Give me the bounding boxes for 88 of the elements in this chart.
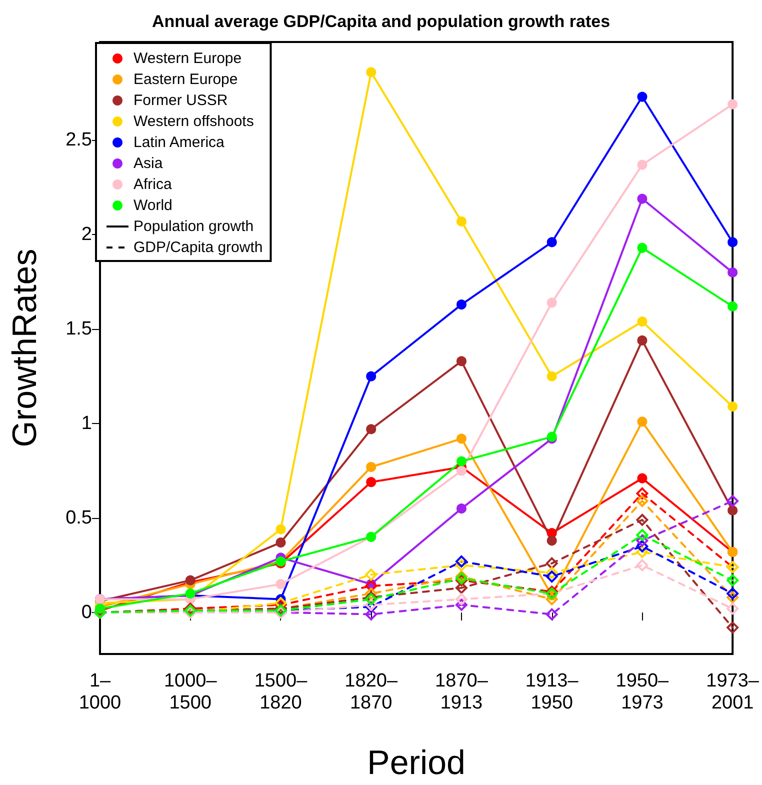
legend-label: GDP/Capita growth xyxy=(134,239,263,256)
legend-label: Western Europe xyxy=(134,50,242,67)
point xyxy=(546,298,557,308)
point xyxy=(365,588,378,600)
point xyxy=(456,356,466,366)
point xyxy=(726,495,739,507)
x-tick-label: 1000–1500 xyxy=(164,670,218,714)
legend-label: World xyxy=(134,197,172,214)
point xyxy=(455,598,468,611)
y-tick-label: 1.5 xyxy=(66,318,92,340)
legend-label: Africa xyxy=(134,176,172,193)
point xyxy=(546,536,557,546)
x-tick-label: 1500–1820 xyxy=(254,670,308,714)
point xyxy=(728,505,738,516)
legend-label: Population growth xyxy=(134,218,254,235)
legend-label: Latin America xyxy=(134,134,226,151)
point xyxy=(636,495,648,507)
point xyxy=(546,557,558,570)
point xyxy=(636,514,648,526)
point xyxy=(636,559,648,572)
point xyxy=(546,237,557,248)
point xyxy=(456,456,466,466)
point xyxy=(365,608,378,620)
point xyxy=(366,462,376,472)
point xyxy=(728,99,738,110)
point xyxy=(546,570,558,583)
point xyxy=(276,524,286,534)
legend-label: Western offshoots xyxy=(134,113,254,130)
y-tick-label: 1 xyxy=(81,413,92,434)
y-tick-label: 0.5 xyxy=(66,508,92,528)
point xyxy=(636,487,648,500)
point xyxy=(366,67,376,78)
point xyxy=(365,580,378,592)
point xyxy=(728,301,738,312)
point xyxy=(637,416,648,427)
x-tick-label: 1973–2001 xyxy=(706,670,760,714)
point xyxy=(637,92,648,102)
chart-title: Annual average GDP/Capita and population growth rates xyxy=(152,12,610,31)
point xyxy=(726,602,739,615)
point xyxy=(366,424,376,434)
y-tick-label: 2.5 xyxy=(66,130,92,151)
point xyxy=(276,579,286,590)
point xyxy=(728,402,738,412)
point xyxy=(456,216,466,226)
y-axis-title: GrowthRates xyxy=(6,248,44,448)
point xyxy=(366,371,376,382)
x-tick-label: 1913–1950 xyxy=(525,670,579,714)
point xyxy=(728,267,738,278)
point xyxy=(636,534,648,547)
x-tick-label: 1–1000 xyxy=(78,670,122,714)
point xyxy=(455,559,468,572)
point xyxy=(456,504,466,514)
legend-label: Asia xyxy=(134,155,164,172)
point xyxy=(637,316,648,327)
point xyxy=(726,622,739,634)
point xyxy=(276,538,286,548)
point xyxy=(456,300,466,310)
point xyxy=(636,529,648,541)
point xyxy=(726,574,739,586)
legend-label: Eastern Europe xyxy=(134,71,238,88)
x-tick-label: 1870–1913 xyxy=(435,670,488,714)
x-tick-label: 1950–1973 xyxy=(616,670,670,714)
point xyxy=(546,608,558,620)
point xyxy=(546,593,558,606)
point xyxy=(456,466,466,476)
point xyxy=(546,566,558,579)
point xyxy=(637,473,648,484)
point xyxy=(636,546,648,558)
point xyxy=(637,194,648,204)
point xyxy=(637,242,648,253)
point xyxy=(726,588,739,600)
point xyxy=(728,237,738,248)
point xyxy=(726,591,739,604)
point xyxy=(636,540,648,552)
y-tick-label: 2 xyxy=(81,224,92,246)
point xyxy=(455,582,468,594)
point xyxy=(637,160,648,170)
x-tick-label: 1820–1870 xyxy=(344,670,398,714)
legend-label: Former USSR xyxy=(134,92,228,109)
point xyxy=(366,477,376,488)
y-tick-label: 0 xyxy=(81,602,92,623)
x-axis-title: Period xyxy=(367,744,466,782)
point xyxy=(455,555,468,568)
point xyxy=(365,568,378,581)
point xyxy=(455,593,468,606)
point xyxy=(456,434,466,444)
point xyxy=(637,335,648,346)
point xyxy=(546,371,557,382)
